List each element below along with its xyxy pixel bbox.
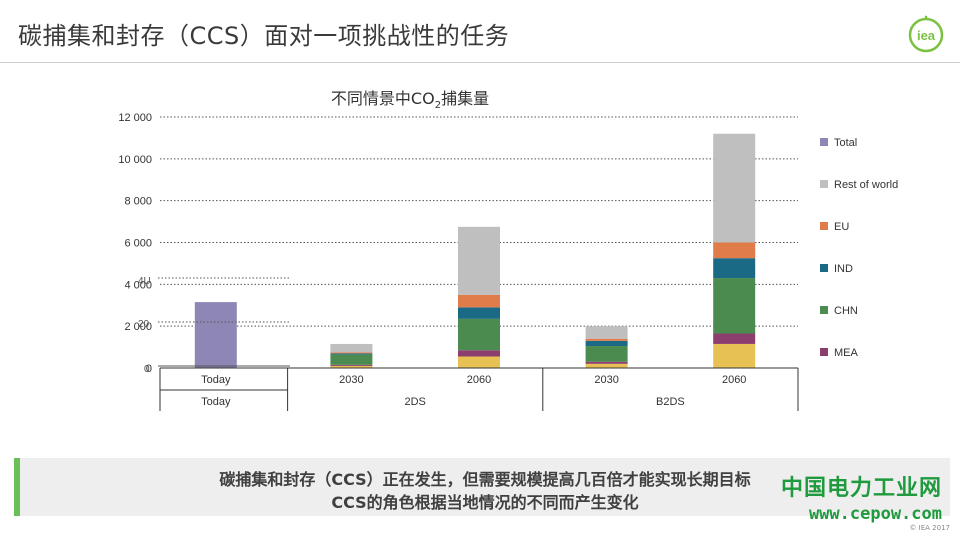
legend-swatch [820,222,828,230]
callout-line-2: CCS的角色根据当地情况的不同而产生变化 [331,493,639,512]
x-tick-label: 2030 [594,374,618,386]
bar-segment-base [330,365,373,368]
bar-segment-base [585,363,628,368]
legend-label: Rest of world [834,179,898,191]
x-tick-label: 2060 [467,374,491,386]
bar-segment-mea [713,333,756,344]
iea-logo-text: iea [917,28,936,43]
legend-label: EU [834,221,849,233]
legend-swatch [820,264,828,272]
y-tick-label: 6 000 [124,238,152,250]
bars [194,133,756,368]
overlay-text: 20 [138,319,150,330]
y-tick-label: 2 000 [124,321,152,333]
overlay-text: 4U [138,276,151,287]
bar-segment-rest-of-world [713,133,756,243]
bar-segment-mea [330,364,373,366]
overlay-text: 0 [144,364,150,375]
bar-segment-eu [330,352,373,354]
watermark-cn: 中国电力工业网 [780,476,942,501]
bar-segment-base [458,356,500,368]
legend: Total Rest of world EU IND CHN MEA [820,137,898,359]
bar-segment-chn [458,318,500,351]
x-group-label: 2DS [404,396,425,408]
bar-segment-rest-of-world [585,326,628,339]
chart-title-subscript: 2 [435,100,441,111]
bar-segment-eu [713,242,756,259]
y-tick-label: 4 000 [124,279,152,291]
y-tick-label: 10 000 [118,154,152,166]
bar-segment-chn [330,354,373,365]
bar-segment-chn [585,346,628,362]
legend-swatch [820,180,828,188]
iea-logo: iea [908,15,944,53]
overlay-artifacts: 4U 20 0 [138,276,290,375]
legend-swatch [820,348,828,356]
co2-capture-chart: 不同情景中CO2捕集量 0 2 000 4 000 6 000 8 000 10 000 1… [118,89,898,411]
legend-swatch [820,306,828,314]
bar-segment-ind [458,307,500,319]
y-axis-ticks: 0 2 000 4 000 6 000 8 000 10 000 12 000 [118,112,152,375]
chart-title: 不同情景中CO2捕集量 [331,89,489,111]
slide-title: 碳捕集和封存（CCS）面对一项挑战性的任务 [18,22,510,50]
bar-segment-eu [458,294,500,308]
copyright: © IEA 2017 [909,524,950,532]
watermark-url: www.cepow.com [808,504,942,524]
title-divider [0,62,960,63]
bar-segment-eu [585,338,628,341]
y-tick-label: 12 000 [118,112,152,124]
callout-box: 碳捕集和封存（CCS）正在发生，但需要规模提高几百倍才能实现长期目标 CCS的角… [14,458,950,516]
x-group-label: Today [201,396,231,408]
x-axis: Today 2030 2060 2030 2060 Today 2DS B2DS [159,367,799,411]
chart-title-part-1: 不同情景中CO [331,89,435,108]
legend-swatch [820,138,828,146]
legend-label: MEA [834,347,859,359]
bar-segment-total [194,302,237,368]
bar-segment-ind [713,258,756,279]
y-tick-label: 8 000 [124,196,152,208]
x-tick-label: Today [201,374,231,386]
bar-segment-ind [585,340,628,347]
bar-segment-mea [585,361,628,364]
y-tick-label: 0 [146,363,152,375]
legend-label: IND [834,263,853,275]
legend-label: CHN [834,305,858,317]
watermark: 中国电力工业网 www.cepow.com [781,470,942,524]
legend-label: Total [834,137,857,149]
callout-line-1: 碳捕集和封存（CCS）正在发生，但需要规模提高几百倍才能实现长期目标 [219,470,751,489]
x-group-label: B2DS [656,396,685,408]
bar-segment-rest-of-world [330,343,373,353]
bar-segment-ind [330,353,373,355]
x-tick-label: 2030 [339,374,363,386]
chart-title-part-2: 捕集量 [441,89,489,108]
bar-segment-chn [713,278,756,334]
bar-segment-rest-of-world [458,226,500,295]
bar-segment-mea [458,350,500,357]
x-tick-label: 2060 [722,374,746,386]
bar-segment-base [713,343,756,368]
